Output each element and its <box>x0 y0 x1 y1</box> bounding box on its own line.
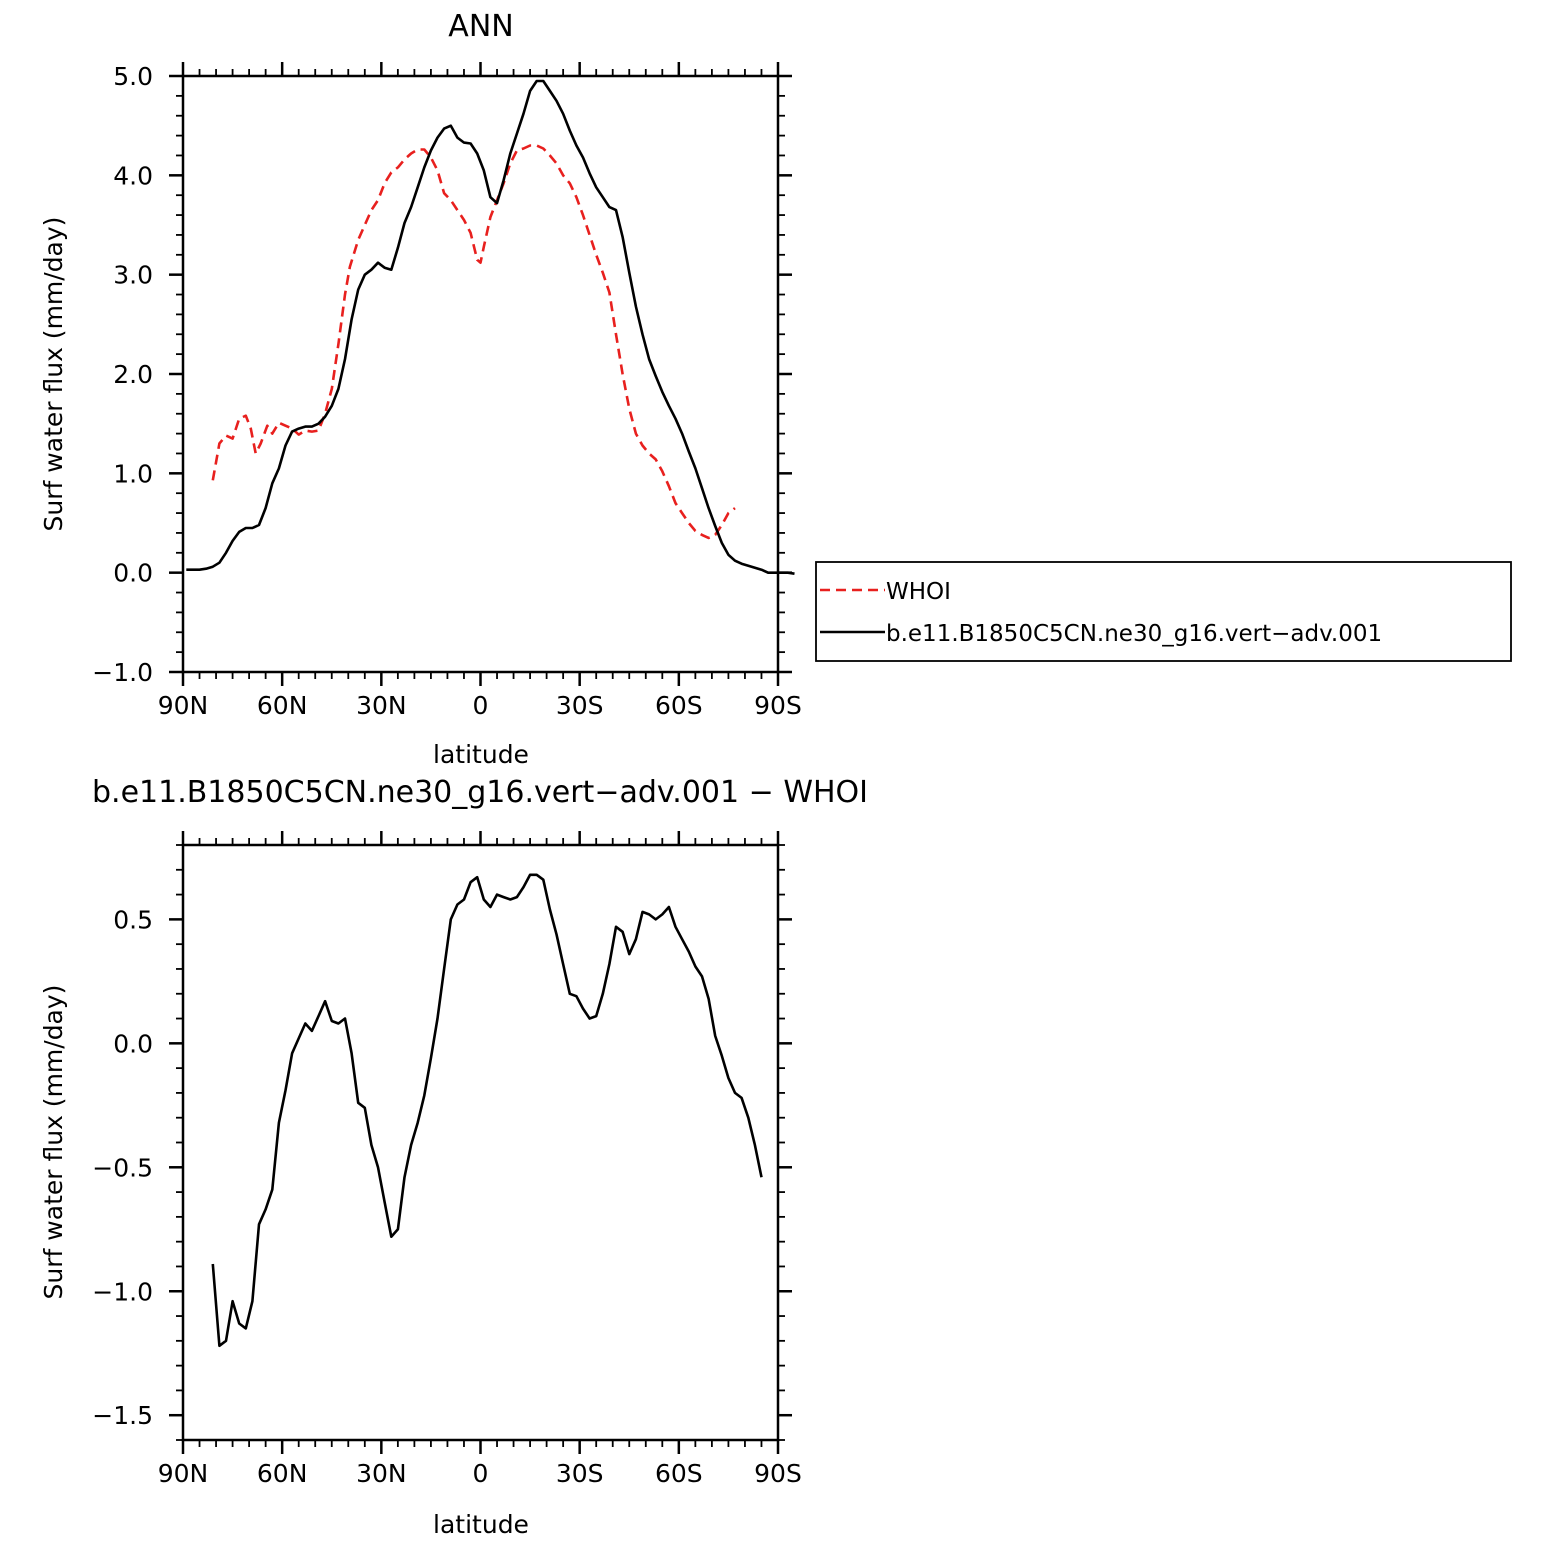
y-tick-label-2: 3.0 <box>113 261 153 290</box>
bottom-plot-frame <box>181 843 780 1442</box>
y-tick-label-4: −1.5 <box>92 1401 153 1430</box>
series-line-1 <box>186 79 795 575</box>
bottom-chart-title: b.e11.B1850C5CN.ne30_g16.vert−adv.001 − … <box>92 775 868 810</box>
series-line-0 <box>211 873 763 1348</box>
series-line-0 <box>211 144 736 540</box>
top-x-axis-label: latitude <box>433 740 529 769</box>
x-tick-label-6: 90S <box>754 691 802 720</box>
bottom-x-axis-label: latitude <box>433 1510 529 1539</box>
bottom-x-tick-labels: 90N 60N 30N 0 30S 60S 90S <box>158 1459 802 1488</box>
bottom-series-lines <box>211 873 763 1348</box>
x-tick-label-5: 60S <box>655 691 703 720</box>
y-tick-label-5: 0.0 <box>113 559 153 588</box>
top-series-lines <box>186 79 795 575</box>
x-tick-label-3: 0 <box>473 691 489 720</box>
y-tick-label-1: 0.0 <box>113 1029 153 1058</box>
x-tick-label-0: 90N <box>158 1459 209 1488</box>
top-panel: ANN 5.0 4.0 3.0 2.0 1.0 0.0 −1.0 90N 60N 30N 0 30S… <box>39 9 802 769</box>
top-y-tick-labels: 5.0 4.0 3.0 2.0 1.0 0.0 −1.0 <box>92 62 153 687</box>
top-tick-marks <box>169 62 792 686</box>
x-tick-label-4: 30S <box>556 1459 604 1488</box>
x-tick-label-1: 60N <box>257 1459 308 1488</box>
x-tick-label-2: 30N <box>356 691 407 720</box>
y-tick-label-1: 4.0 <box>113 161 153 190</box>
top-y-axis-label: Surf water flux (mm/day) <box>39 217 68 532</box>
y-tick-label-2: −0.5 <box>92 1153 153 1182</box>
x-tick-label-4: 30S <box>556 691 604 720</box>
y-tick-label-4: 1.0 <box>113 459 153 488</box>
bottom-panel: b.e11.B1850C5CN.ne30_g16.vert−adv.001 − … <box>39 775 868 1539</box>
y-tick-label-3: −1.0 <box>92 1277 153 1306</box>
legend-box <box>815 561 1512 662</box>
x-tick-label-6: 90S <box>754 1459 802 1488</box>
x-tick-label-5: 60S <box>655 1459 703 1488</box>
y-tick-label-3: 2.0 <box>113 360 153 389</box>
legend-label-whoi: WHOI <box>886 579 951 605</box>
x-tick-label-2: 30N <box>356 1459 407 1488</box>
top-chart-title: ANN <box>448 9 513 44</box>
y-tick-label-0: 5.0 <box>113 62 153 91</box>
x-tick-label-0: 90N <box>158 691 209 720</box>
x-tick-label-1: 60N <box>257 691 308 720</box>
legend: WHOI b.e11.B1850C5CN.ne30_g16.vert−adv.0… <box>815 561 1512 662</box>
bottom-tick-marks <box>169 831 792 1454</box>
bottom-y-axis-label: Surf water flux (mm/day) <box>39 985 68 1300</box>
bottom-y-tick-labels: 0.5 0.0 −0.5 −1.0 −1.5 <box>92 905 153 1430</box>
legend-label-model: b.e11.B1850C5CN.ne30_g16.vert−adv.001 <box>886 621 1382 647</box>
top-x-tick-labels: 90N 60N 30N 0 30S 60S 90S <box>158 691 802 720</box>
y-tick-label-0: 0.5 <box>113 905 153 934</box>
y-tick-label-6: −1.0 <box>92 658 153 687</box>
x-tick-label-3: 0 <box>473 1459 489 1488</box>
